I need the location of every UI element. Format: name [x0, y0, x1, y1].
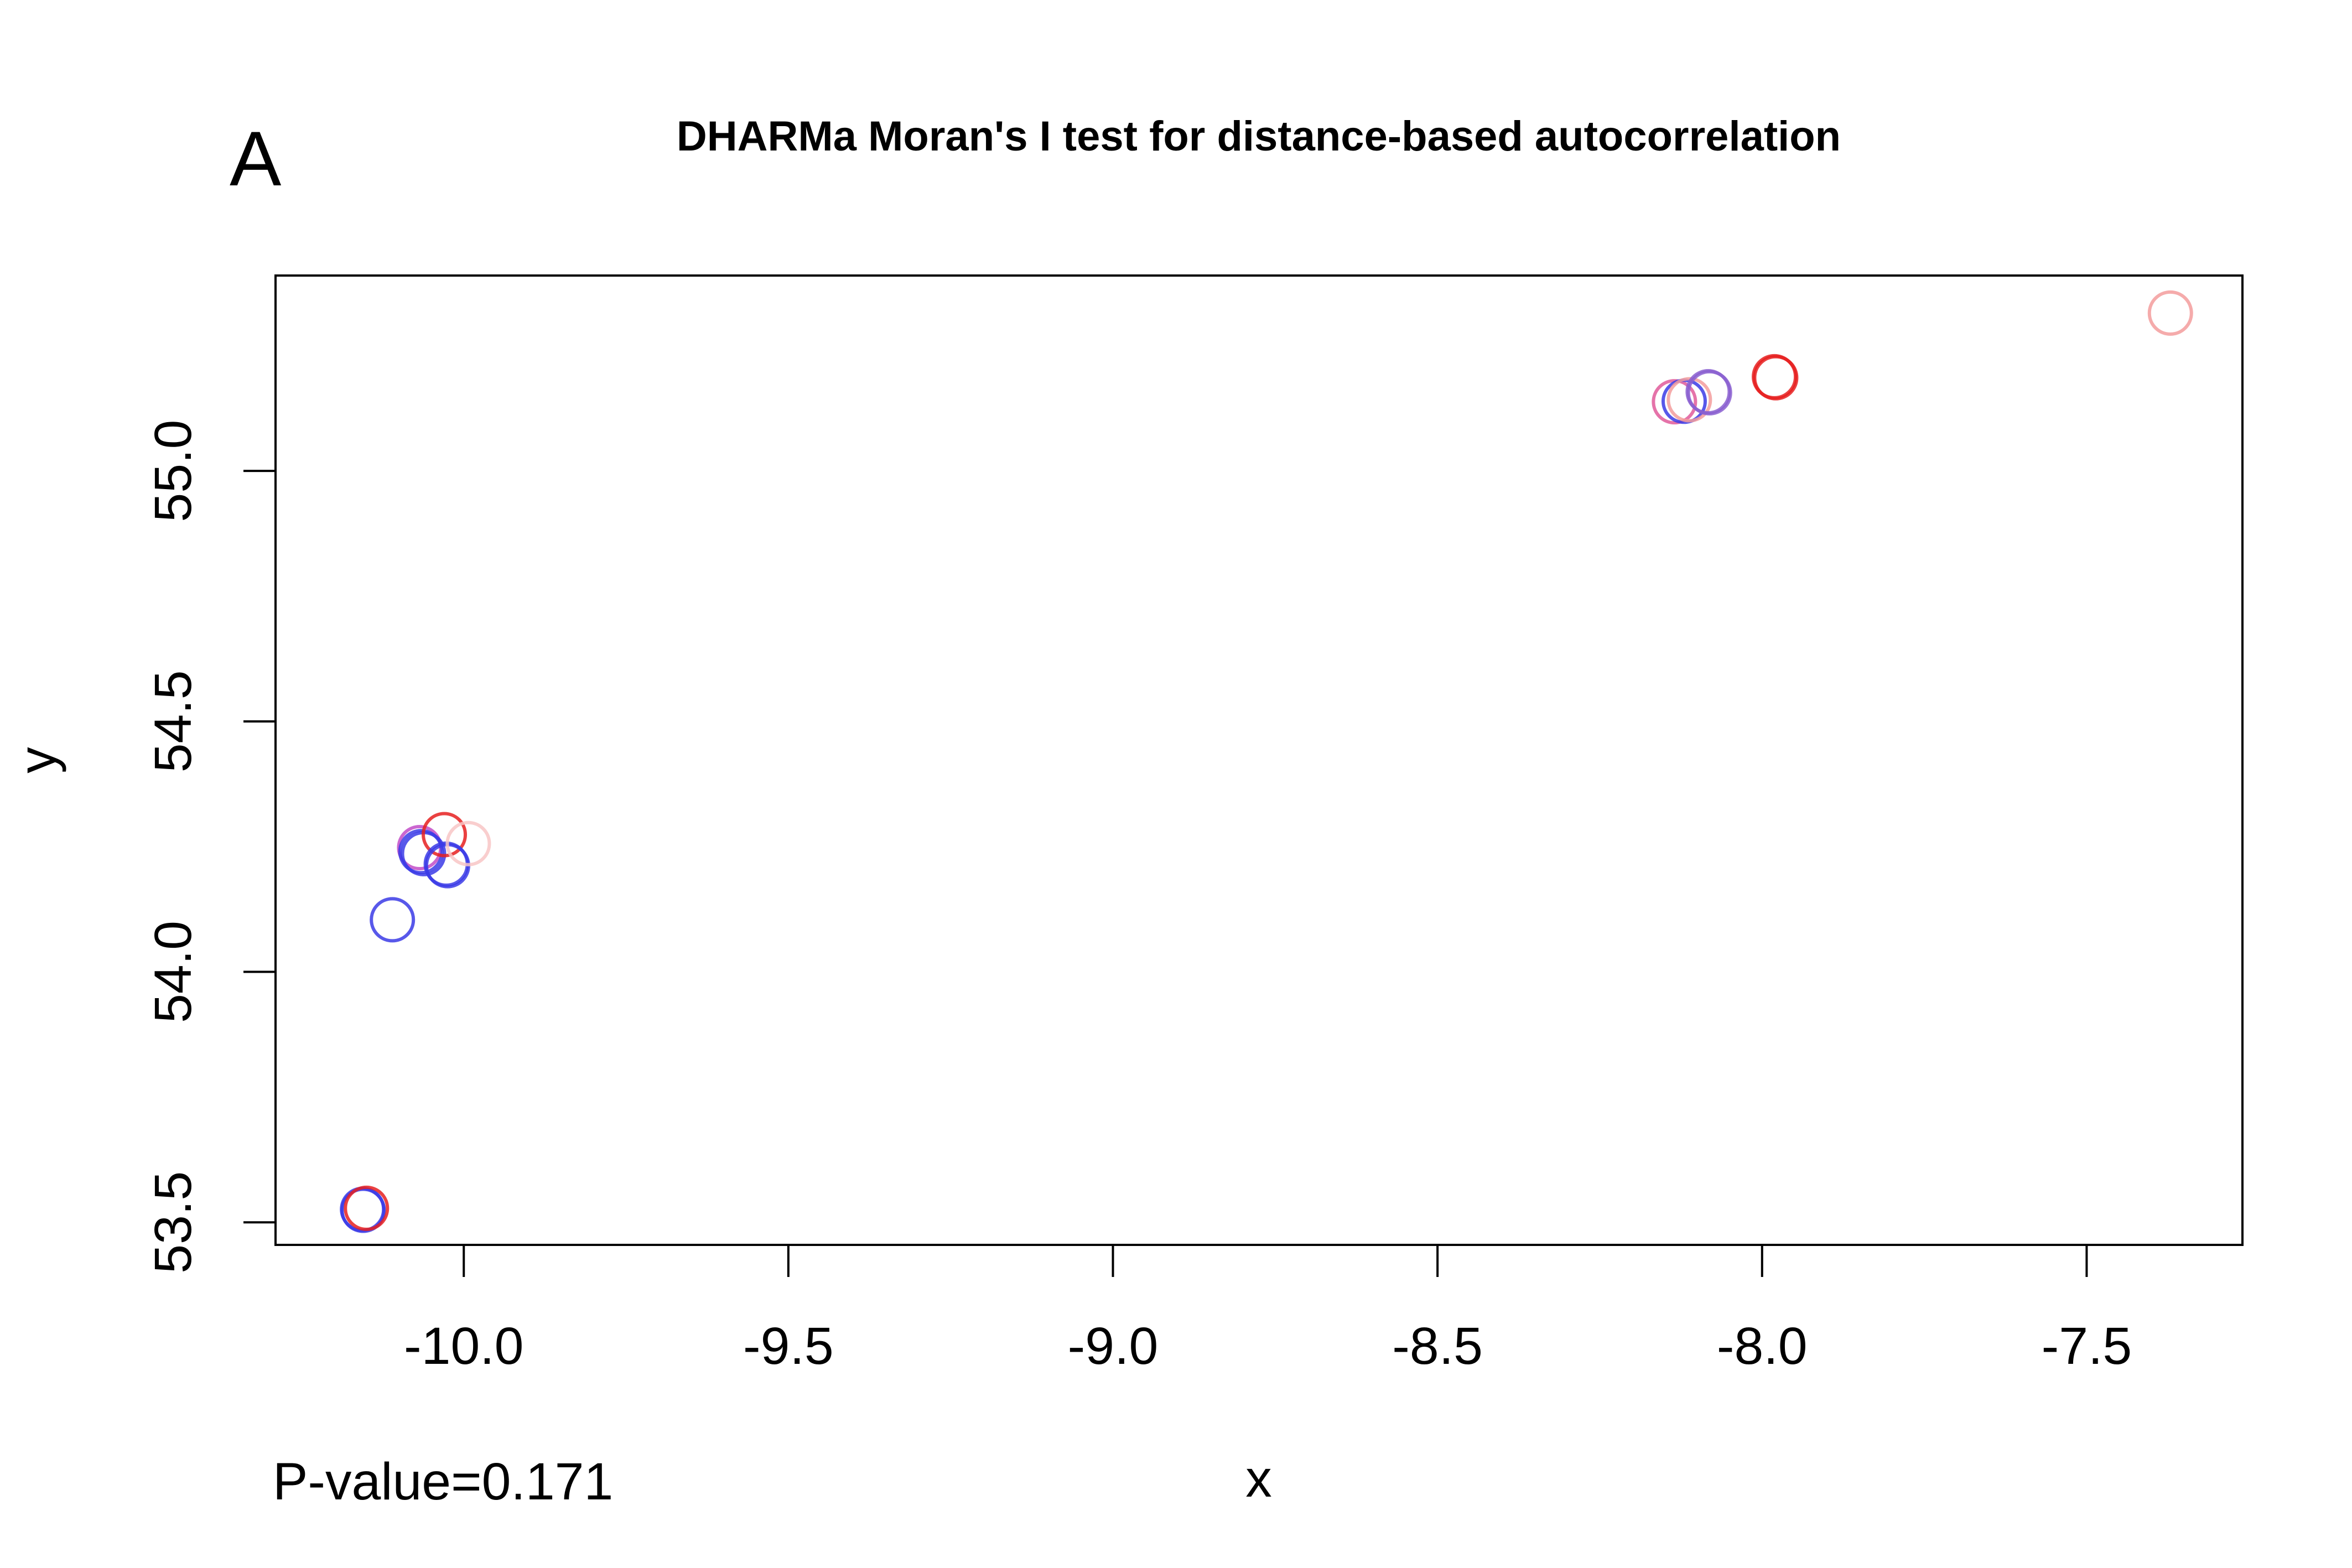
x-tick-label: -10.0: [404, 1317, 524, 1375]
panel-label: A: [230, 115, 282, 202]
scatter-point: [398, 829, 444, 875]
plot-frame: [274, 274, 2244, 1246]
scatter-point: [340, 1187, 386, 1233]
x-axis-ticks: -10.0 -9.5 -9.0 -8.5 -8.0 -7.5: [404, 1245, 2132, 1375]
x-tick-label: -9.5: [743, 1317, 834, 1375]
x-tick-label: -8.5: [1392, 1317, 1483, 1375]
data-points: [340, 290, 2193, 1233]
y-axis-label: y: [8, 747, 67, 773]
scatter-point: [370, 897, 416, 943]
scatter-point: [344, 1185, 390, 1231]
scatter-point: [1753, 355, 1799, 401]
y-tick-label: 55.0: [144, 420, 203, 522]
x-tick-label: -7.5: [2042, 1317, 2132, 1375]
scatter-point: [1652, 379, 1697, 425]
x-axis-label: x: [1245, 1450, 1272, 1508]
x-tick-label: -9.0: [1068, 1317, 1159, 1375]
chart-title: DHARMa Moran's I test for distance-based…: [677, 113, 1841, 160]
scatter-point: [445, 821, 491, 866]
y-tick-label: 54.5: [144, 670, 203, 772]
y-tick-label: 54.0: [144, 921, 203, 1023]
scatter-point: [422, 812, 468, 858]
y-axis-ticks: 53.5 54.0 54.5 55.0: [144, 420, 276, 1274]
y-tick-label: 53.5: [144, 1171, 203, 1274]
p-value-text: P-value=0.171: [273, 1452, 613, 1511]
scatter-point: [1686, 370, 1732, 416]
x-tick-label: -8.0: [1717, 1317, 1808, 1375]
scatter-point: [1666, 377, 1712, 423]
scatter-point: [2147, 290, 2193, 336]
